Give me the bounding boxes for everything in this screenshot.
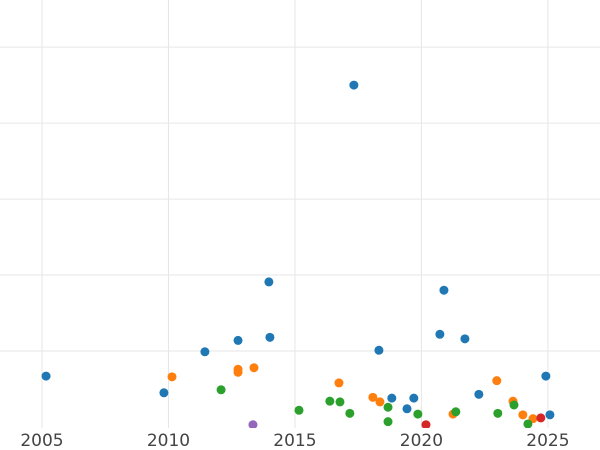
point [383,417,393,427]
point [249,363,259,373]
point [509,400,519,410]
x-tick-label: 2015 [273,431,316,450]
point [41,371,51,381]
point [492,376,502,386]
point [233,367,243,377]
point [264,277,274,287]
point [248,420,258,428]
point [402,404,412,414]
x-tick-label: 2025 [526,431,569,450]
point [334,378,344,388]
point [345,408,355,418]
x-tick-label: 2020 [400,431,443,450]
points [41,80,555,428]
point [216,385,226,395]
point [460,334,470,344]
point [200,347,210,357]
point [325,396,335,406]
labels: 2005 2010 2015 2020 2025 [20,431,569,450]
x-tick-label: 2005 [20,431,63,450]
point [523,419,533,428]
point [493,408,503,418]
point [349,80,359,90]
point [413,409,423,419]
point [233,335,243,345]
point [387,393,397,403]
point [541,371,551,381]
point [439,285,449,295]
point [545,410,555,420]
point [374,345,384,355]
point [474,389,484,399]
point [375,397,385,407]
point [435,329,445,339]
point [451,407,461,417]
x-tick-label: 2010 [147,431,190,450]
point [536,413,546,423]
point [294,405,304,415]
point [265,332,275,342]
point [159,388,169,398]
point [518,410,528,420]
point [421,420,431,428]
point [335,397,345,407]
point [368,392,378,402]
grid [0,0,600,428]
point [167,372,177,382]
point [409,393,419,403]
point [383,402,393,412]
